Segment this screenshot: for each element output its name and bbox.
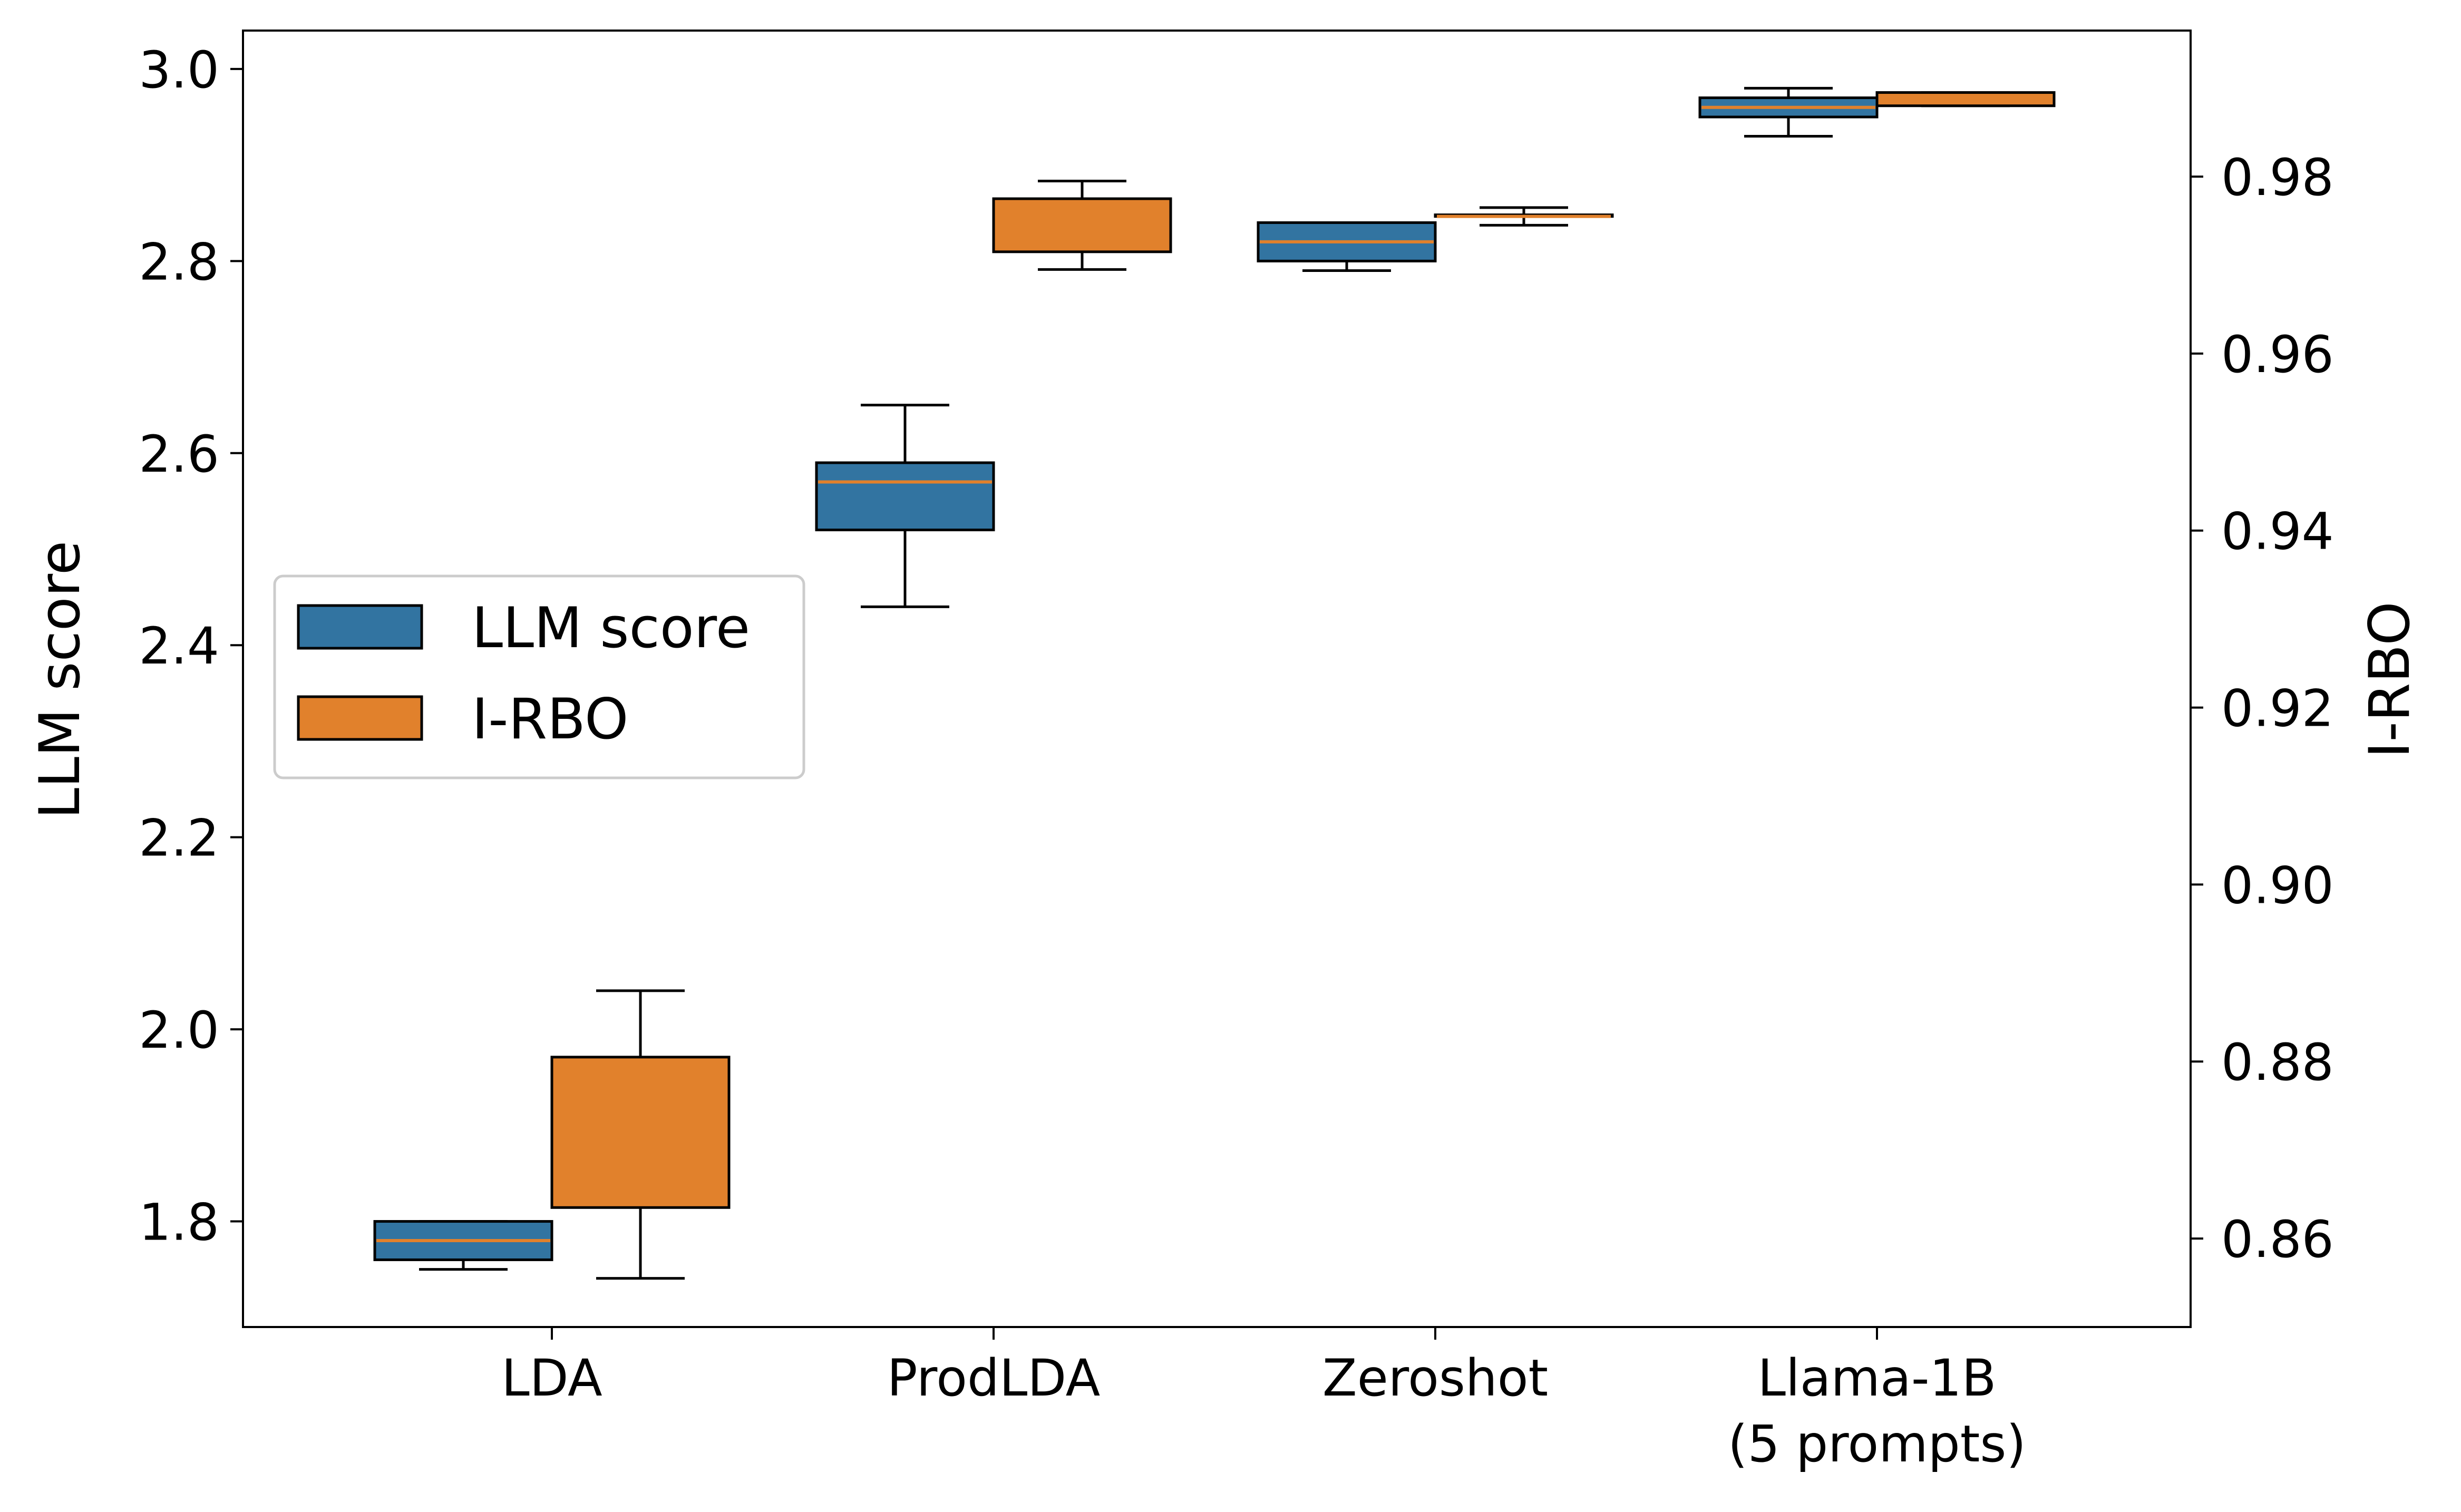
left-tick-label: 2.0 bbox=[139, 1001, 219, 1060]
legend-label-llm-score: LLM score bbox=[472, 596, 750, 660]
left-tick-label: 1.8 bbox=[139, 1193, 219, 1252]
legend-label-i-rbo: I-RBO bbox=[472, 687, 628, 752]
right-tick-label: 0.96 bbox=[2221, 325, 2334, 384]
left-tick-label: 2.2 bbox=[139, 809, 219, 868]
right-tick-label: 0.98 bbox=[2221, 148, 2334, 207]
left-tick-label: 3.0 bbox=[139, 41, 219, 100]
x-axis: LDA ProdLDA Zeroshot Llama-1B (5 prompts) bbox=[501, 1327, 2026, 1474]
right-tick-label: 0.86 bbox=[2221, 1210, 2334, 1269]
right-tick-label: 0.92 bbox=[2221, 679, 2334, 738]
x-tick-label: ProdLDA bbox=[887, 1349, 1101, 1408]
plot-frame bbox=[242, 30, 2192, 1328]
x-tick-label: (5 prompts) bbox=[1728, 1415, 2026, 1474]
legend-swatch-llm-score bbox=[297, 604, 423, 650]
right-tick-label: 0.88 bbox=[2221, 1033, 2334, 1092]
left-axis-title: LLM score bbox=[27, 541, 92, 819]
right-tick-label: 0.94 bbox=[2221, 502, 2334, 561]
legend: LLM score I-RBO bbox=[273, 574, 805, 779]
left-tick-label: 2.4 bbox=[139, 617, 219, 676]
box-marks bbox=[373, 86, 2056, 1280]
right-axis-title: I-RBO bbox=[2357, 601, 2422, 758]
right-tick-label: 0.90 bbox=[2221, 856, 2334, 915]
x-tick-label: LDA bbox=[501, 1349, 602, 1408]
llm-score-box bbox=[815, 461, 995, 532]
left-tick-label: 2.6 bbox=[139, 425, 219, 484]
x-tick-label: Llama-1B bbox=[1758, 1349, 1997, 1408]
right-y-axis: 0.86 0.88 0.90 0.92 0.94 0.96 0.98 bbox=[2191, 148, 2334, 1269]
left-y-axis: 1.8 2.0 2.2 2.4 2.6 2.8 3.0 bbox=[139, 41, 243, 1252]
x-tick-label: Zeroshot bbox=[1322, 1349, 1548, 1408]
i-rbo-box bbox=[550, 1056, 731, 1209]
i-rbo-box bbox=[1875, 91, 2056, 108]
legend-swatch-i-rbo bbox=[297, 695, 423, 741]
left-tick-label: 2.8 bbox=[139, 232, 219, 291]
